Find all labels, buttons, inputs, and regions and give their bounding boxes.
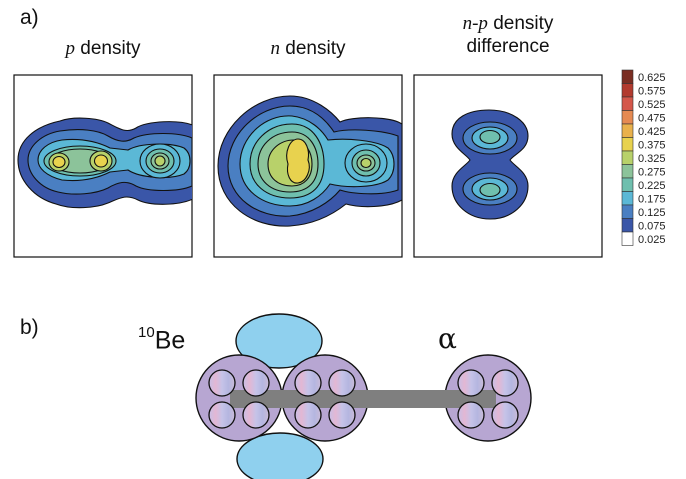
colorbar-tick-label: 0.275 — [638, 167, 666, 179]
colorbar-tick-label: 0.475 — [638, 113, 666, 125]
nucleon — [242, 401, 270, 429]
alpha-label: α — [438, 322, 457, 355]
colorbar-tick-label: 0.125 — [638, 207, 666, 219]
colorbar-tick-label: 0.075 — [638, 221, 666, 233]
be10-symbol: Be — [154, 326, 186, 355]
colorbar-swatch — [621, 69, 634, 84]
nucleon — [491, 401, 519, 429]
difference-text: difference — [466, 36, 550, 57]
nucleon — [457, 369, 485, 397]
cluster-diagram — [195, 313, 532, 479]
n-density-contours — [217, 95, 402, 227]
connecting-bar — [230, 390, 496, 408]
p-density-text: density — [75, 38, 141, 59]
colorbar-swatch — [621, 218, 634, 233]
colorbar-swatch — [621, 164, 634, 179]
nucleon — [208, 369, 236, 397]
colorbar-tick-label: 0.425 — [638, 126, 666, 138]
n-p-difference-plot — [413, 74, 603, 258]
nucleon — [328, 401, 356, 429]
p-density-plot — [13, 74, 193, 258]
colorbar-tick-label: 0.625 — [638, 72, 666, 84]
nucleon — [294, 401, 322, 429]
nucleons — [208, 369, 519, 429]
n-p-symbol: n-p — [462, 13, 488, 34]
p-density-title: p density — [14, 37, 192, 60]
be10-mass-number: 10 — [138, 324, 155, 341]
colorbar-swatch — [621, 191, 634, 206]
nucleon — [242, 369, 270, 397]
colorbar-tick-label: 0.575 — [638, 86, 666, 98]
colorbar-swatch — [621, 231, 634, 246]
n-p-difference-title: n-p density difference — [414, 12, 602, 58]
colorbar-tick-label: 0.175 — [638, 194, 666, 206]
n-p-density-text: density — [487, 13, 554, 34]
colorbar-swatches — [621, 69, 634, 246]
colorbar-swatch — [621, 204, 634, 219]
nucleon — [457, 401, 485, 429]
colorbar-tick-label: 0.525 — [638, 99, 666, 111]
colorbar-swatch — [621, 110, 634, 125]
colorbar-swatch — [621, 83, 634, 98]
colorbar-tick-label: 0.325 — [638, 153, 666, 165]
colorbar-swatch — [621, 137, 634, 152]
n-density-title: n density — [214, 37, 402, 60]
colorbar-swatch — [621, 177, 634, 192]
n-density-text: density — [280, 38, 346, 59]
panel-b-label: b) — [20, 316, 39, 339]
nucleon — [491, 369, 519, 397]
colorbar-swatch — [621, 123, 634, 138]
nucleon — [208, 401, 236, 429]
nucleon — [328, 369, 356, 397]
bottom-ellipse — [236, 432, 324, 479]
n-density-plot — [213, 74, 403, 258]
colorbar-tick-label: 0.375 — [638, 140, 666, 152]
n-p-difference-contours — [451, 109, 529, 220]
panel-a-label: a) — [20, 6, 39, 29]
colorbar-swatch — [621, 150, 634, 165]
colorbar-tick-label: 0.025 — [638, 234, 666, 246]
colorbar-tick-label: 0.225 — [638, 180, 666, 192]
p-density-contours — [17, 117, 192, 209]
be10-label: 10Be — [138, 324, 186, 355]
top-ellipse — [235, 313, 323, 369]
n-symbol: n — [270, 38, 281, 59]
p-symbol: p — [65, 38, 76, 59]
nucleon — [294, 369, 322, 397]
colorbar-swatch — [621, 96, 634, 111]
